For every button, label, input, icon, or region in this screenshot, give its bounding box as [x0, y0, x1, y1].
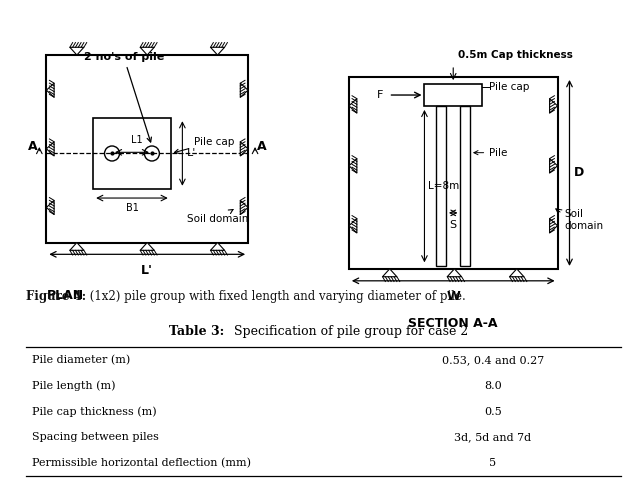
Polygon shape	[383, 269, 397, 277]
Text: 0.53, 0.4 and 0.27: 0.53, 0.4 and 0.27	[442, 355, 544, 365]
Bar	[93, 119, 171, 188]
Bar	[349, 77, 557, 269]
Text: 5: 5	[489, 458, 497, 468]
Polygon shape	[46, 83, 54, 97]
Text: L': L'	[187, 148, 196, 159]
Polygon shape	[211, 47, 225, 55]
Text: Pile length (m): Pile length (m)	[32, 380, 115, 391]
Polygon shape	[240, 200, 248, 214]
Text: L': L'	[141, 264, 153, 277]
Bar	[424, 84, 482, 106]
Polygon shape	[240, 142, 248, 156]
Polygon shape	[447, 269, 461, 277]
Text: A: A	[28, 140, 37, 153]
Text: A: A	[257, 140, 267, 153]
Text: W: W	[446, 290, 460, 304]
Text: Table 3:: Table 3:	[169, 325, 224, 338]
Text: Spacing between piles: Spacing between piles	[32, 433, 159, 442]
Polygon shape	[46, 142, 54, 156]
Polygon shape	[349, 99, 357, 113]
Text: L1: L1	[131, 135, 143, 145]
Polygon shape	[140, 47, 154, 55]
Text: Specification of pile group for case 2: Specification of pile group for case 2	[230, 325, 468, 338]
Text: Figure 4:: Figure 4:	[26, 290, 86, 303]
Text: 0.5m Cap thickness: 0.5m Cap thickness	[458, 50, 573, 61]
Text: B1: B1	[125, 203, 138, 213]
Polygon shape	[140, 243, 154, 250]
Text: (1x2) pile group with fixed length and varying diameter of pile.: (1x2) pile group with fixed length and v…	[86, 290, 466, 303]
Text: 3d, 5d and 7d: 3d, 5d and 7d	[454, 433, 531, 442]
Text: Pile diameter (m): Pile diameter (m)	[32, 355, 131, 365]
Polygon shape	[509, 269, 524, 277]
Polygon shape	[349, 159, 357, 173]
Text: Pile: Pile	[474, 148, 508, 158]
Bar	[46, 55, 248, 243]
Polygon shape	[550, 159, 557, 173]
Text: domain: domain	[564, 221, 604, 231]
Text: Pile cap: Pile cap	[489, 82, 529, 92]
Polygon shape	[349, 218, 357, 233]
Polygon shape	[550, 99, 557, 113]
Text: Pile cap thickness (m): Pile cap thickness (m)	[32, 406, 157, 417]
Text: S: S	[450, 220, 457, 230]
Bar	[436, 106, 446, 266]
Text: Pile cap: Pile cap	[175, 137, 234, 153]
Text: PLAN: PLAN	[46, 290, 83, 303]
Polygon shape	[70, 47, 84, 55]
Text: 8.0: 8.0	[484, 381, 502, 391]
Text: Permissible horizontal deflection (mm): Permissible horizontal deflection (mm)	[32, 458, 251, 468]
Polygon shape	[550, 218, 557, 233]
Bar	[460, 106, 470, 266]
Text: Soil domain: Soil domain	[187, 209, 248, 224]
Text: 0.5: 0.5	[484, 407, 502, 417]
Text: SECTION A-A: SECTION A-A	[408, 317, 498, 330]
Polygon shape	[70, 243, 84, 250]
Text: F: F	[378, 90, 384, 100]
Polygon shape	[211, 243, 225, 250]
Polygon shape	[240, 83, 248, 97]
Text: 2 no's of pile: 2 no's of pile	[84, 52, 164, 142]
Text: L=8m: L=8m	[428, 181, 460, 191]
Text: D: D	[574, 167, 584, 180]
Polygon shape	[46, 200, 54, 214]
Text: Soil: Soil	[564, 209, 584, 219]
